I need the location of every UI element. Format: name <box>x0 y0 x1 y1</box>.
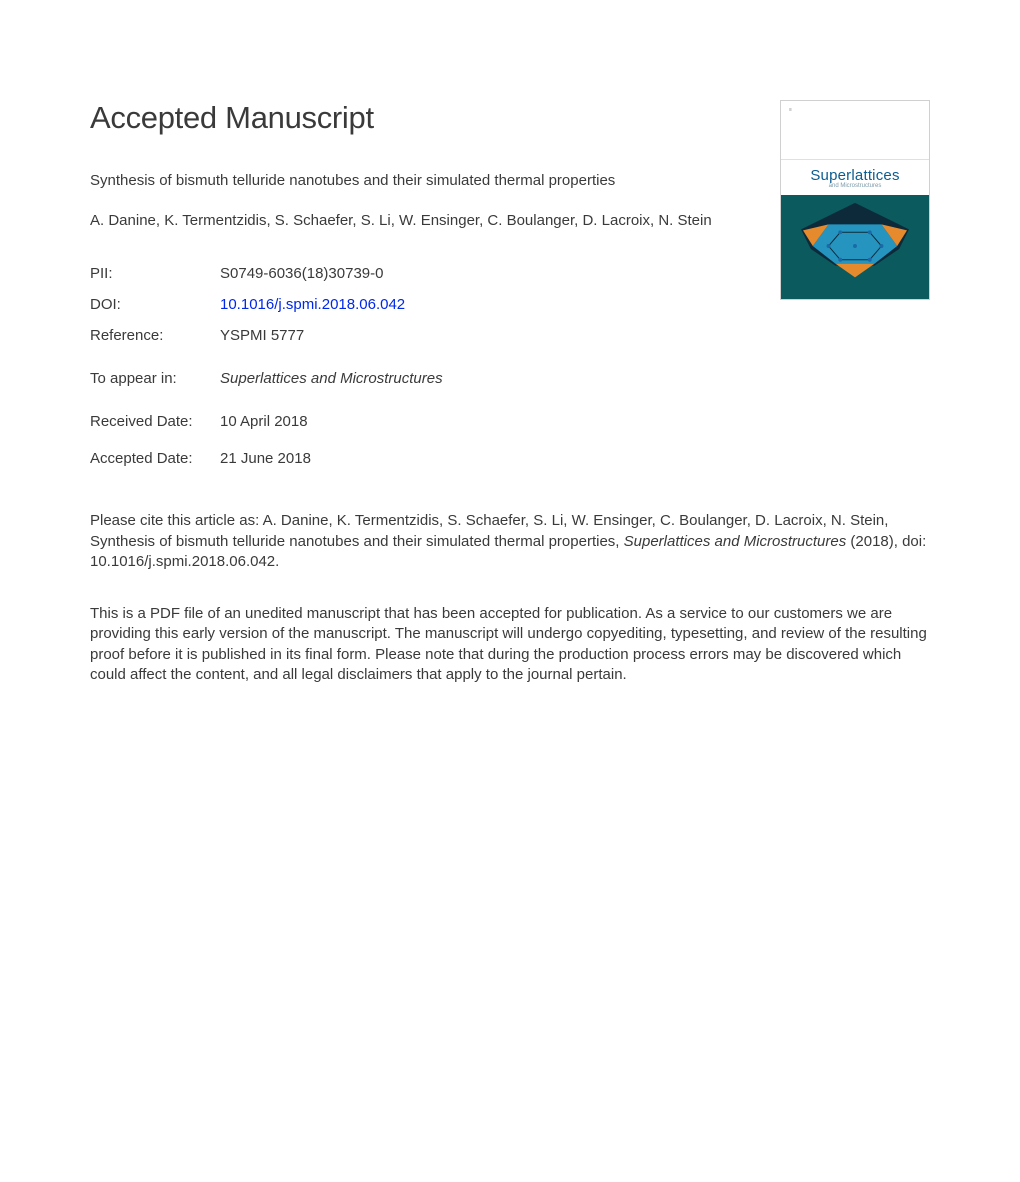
pii-label: PII: <box>90 265 220 282</box>
page-heading: Accepted Manuscript <box>90 100 374 136</box>
accepted-value: 21 June 2018 <box>220 450 930 467</box>
article-title: Synthesis of bismuth telluride nanotubes… <box>90 172 780 189</box>
dates-grid: Received Date: 10 April 2018 Accepted Da… <box>90 413 930 467</box>
received-value: 10 April 2018 <box>220 413 930 430</box>
journal-cover: ≡ Superlattices and Microstructures <box>780 100 930 300</box>
publisher-mark-icon: ≡ <box>789 107 792 113</box>
reference-value: YSPMI 5777 <box>220 327 930 344</box>
disclaimer-text: This is a PDF file of an unedited manusc… <box>90 604 930 685</box>
to-appear-label: To appear in: <box>90 370 220 387</box>
cover-journal-name: Superlattices <box>810 167 899 184</box>
author-list: A. Danine, K. Termentzidis, S. Schaefer,… <box>90 211 790 231</box>
cover-journal-subtitle: and Microstructures <box>829 183 882 189</box>
received-label: Received Date: <box>90 413 220 430</box>
cover-art-icon <box>781 195 929 299</box>
accepted-label: Accepted Date: <box>90 450 220 467</box>
to-appear-value: Superlattices and Microstructures <box>220 370 930 387</box>
reference-label: Reference: <box>90 327 220 344</box>
cover-graphic <box>781 195 929 299</box>
cover-publisher-area: ≡ <box>781 101 929 159</box>
doi-label: DOI: <box>90 296 220 313</box>
citation-text: Please cite this article as: A. Danine, … <box>90 511 930 572</box>
citation-journal: Superlattices and Microstructures <box>624 533 847 550</box>
cover-title-band: Superlattices and Microstructures <box>781 159 929 195</box>
to-appear-row: To appear in: Superlattices and Microstr… <box>90 370 930 387</box>
